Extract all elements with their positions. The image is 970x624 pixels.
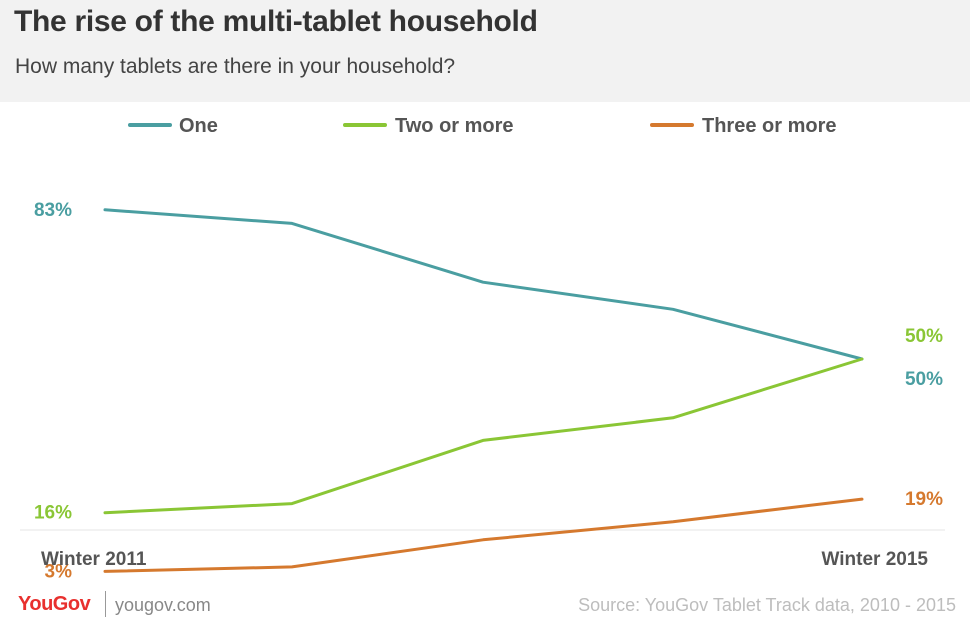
legend-item-one: One (128, 115, 218, 137)
data-label-start-two-or-more: 16% (34, 503, 72, 524)
x-tick-labels: Winter 2011 Winter 2015 (41, 549, 928, 570)
series-line-three-or-more (103, 497, 864, 573)
x-tick-label-start: Winter 2011 (41, 549, 147, 570)
line-chart: One Two or more Three or more 83% 50% 16% 50%… (20, 115, 945, 583)
series-layer (103, 208, 864, 573)
data-label-start-three-or-more: 3% (45, 561, 73, 582)
series-line-two-or-more (103, 357, 864, 515)
series-line-one (103, 208, 864, 361)
chart-title: The rise of the multi-tablet household (14, 5, 538, 38)
legend-item-two-or-more: Two or more (343, 115, 514, 137)
legend-item-three-or-more: Three or more (650, 115, 836, 137)
chart-header: The rise of the multi-tablet household H… (0, 0, 970, 102)
yougov-logo[interactable]: YouGov (18, 593, 91, 615)
footer-divider (105, 591, 106, 617)
data-label-start-one: 83% (34, 200, 72, 221)
chart-legend: One Two or more Three or more (128, 115, 836, 137)
data-label-end-three-or-more: 19% (905, 489, 943, 510)
data-label-end-one: 50% (905, 369, 943, 390)
legend-label: One (179, 115, 218, 137)
legend-label: Two or more (395, 115, 514, 137)
footer-url-link[interactable]: yougov.com (115, 595, 211, 615)
x-tick-label-end: Winter 2015 (822, 549, 929, 570)
data-labels-layer: 83% 50% 16% 50% 3% 19% (34, 200, 943, 583)
legend-label: Three or more (702, 115, 836, 137)
source-note: Source: YouGov Tablet Track data, 2010 -… (578, 595, 956, 615)
data-label-end-two-or-more: 50% (905, 326, 943, 347)
chart-subtitle: How many tablets are there in your house… (15, 55, 456, 78)
